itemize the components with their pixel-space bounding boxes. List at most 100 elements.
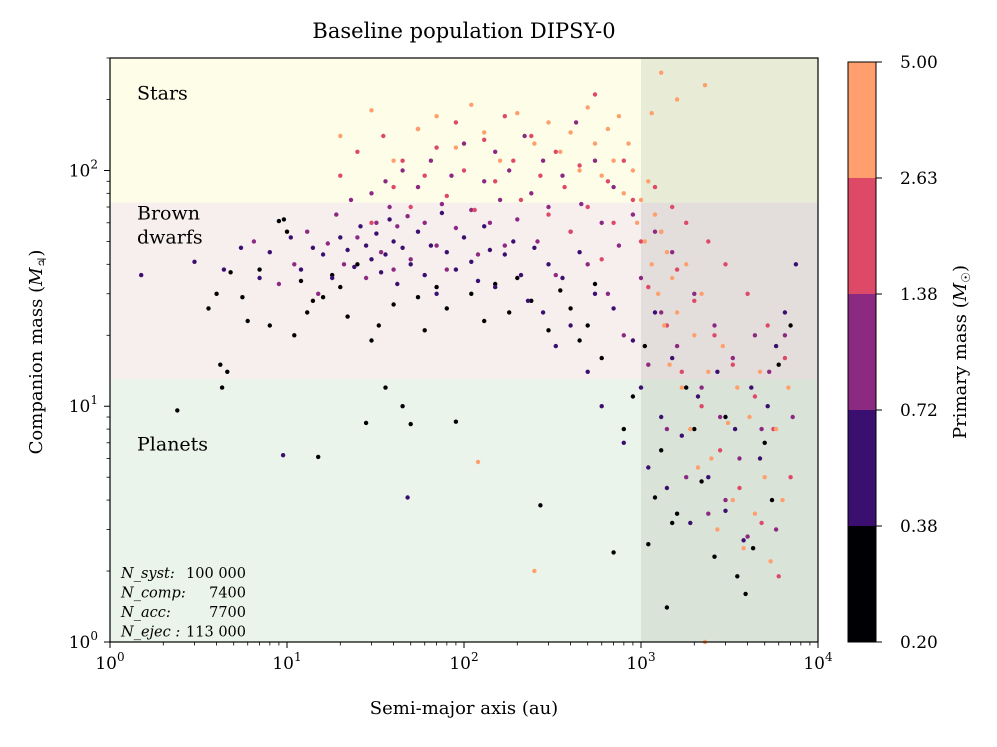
data-point: [391, 267, 396, 272]
data-point: [730, 355, 735, 361]
data-point: [757, 369, 763, 374]
data-point: [759, 426, 764, 432]
data-point: [553, 272, 558, 278]
data-point: [670, 275, 675, 281]
data-point: [649, 262, 654, 267]
data-point: [391, 184, 396, 190]
data-point: [391, 239, 396, 244]
data-point: [735, 574, 740, 579]
data-point: [592, 291, 598, 296]
data-point: [408, 204, 413, 210]
data-point: [695, 465, 701, 470]
data-point: [599, 355, 604, 361]
colorbar-segment: [848, 62, 876, 178]
data-point: [560, 173, 565, 178]
data-point: [558, 288, 563, 293]
data-point: [712, 323, 717, 328]
svg-text:Companion mass (M♃): Companion mass (M♃): [26, 250, 49, 455]
stat-value: 100 000: [186, 566, 246, 582]
data-point: [592, 141, 598, 146]
data-point: [638, 385, 644, 390]
data-point: [221, 267, 227, 272]
data-point: [487, 220, 493, 225]
data-point: [692, 426, 697, 432]
colorbar-tick-label: 1.38: [900, 285, 938, 305]
data-point: [788, 475, 793, 480]
data-point: [298, 278, 304, 284]
region-label: Brown: [137, 202, 200, 224]
data-point: [674, 267, 680, 272]
data-point: [444, 306, 449, 311]
data-point: [267, 250, 272, 255]
data-point: [611, 550, 616, 555]
data-point: [652, 310, 658, 315]
data-point: [674, 343, 680, 349]
data-point: [638, 239, 644, 244]
data-point: [434, 145, 439, 150]
data-point: [670, 355, 675, 361]
data-point: [316, 291, 321, 296]
data-point: [715, 527, 720, 532]
data-point: [381, 133, 386, 139]
data-point: [444, 193, 449, 199]
data-point: [599, 404, 604, 409]
data-point: [592, 158, 598, 163]
colorbar-segment: [848, 178, 876, 294]
y-tick-label: 100: [69, 629, 98, 653]
data-point: [345, 247, 350, 253]
data-point: [747, 414, 752, 420]
data-point: [461, 168, 467, 173]
data-point: [493, 149, 498, 154]
data-point: [630, 212, 636, 217]
data-point: [752, 394, 758, 399]
stat-label: N_comp:: [120, 586, 186, 602]
colorbar-tick-label: 0.38: [900, 517, 938, 537]
stat-label: N_ejec :: [120, 625, 180, 641]
data-point: [725, 420, 731, 426]
data-point: [310, 298, 316, 303]
data-point: [529, 191, 534, 196]
data-point: [670, 204, 675, 210]
data-point: [577, 163, 582, 168]
data-point: [522, 133, 527, 139]
data-point: [684, 475, 689, 480]
y-tick-label: 101: [69, 393, 98, 417]
data-point: [568, 323, 573, 328]
data-point: [310, 245, 316, 250]
data-point: [405, 495, 410, 500]
data-point: [276, 218, 282, 224]
data-point: [652, 212, 658, 217]
region-label: Planets: [137, 433, 208, 455]
data-point: [422, 328, 427, 333]
data-point: [706, 511, 711, 516]
data-point: [415, 184, 421, 190]
data-point: [661, 323, 667, 328]
data-point: [679, 369, 684, 374]
data-point: [408, 421, 413, 427]
colorbar-label: Primary mass (M☉): [950, 265, 973, 439]
data-point: [786, 385, 791, 390]
data-point: [238, 245, 244, 250]
data-point: [502, 114, 507, 119]
data-point: [616, 114, 622, 119]
data-point: [664, 250, 670, 255]
data-point: [369, 220, 374, 225]
data-point: [688, 426, 693, 432]
colorbar-tick-label: 0.20: [900, 633, 938, 653]
data-point: [759, 520, 764, 526]
data-point: [599, 257, 604, 262]
data-point: [284, 229, 290, 234]
data-point: [493, 284, 498, 290]
data-point: [611, 158, 616, 163]
data-point: [511, 158, 516, 163]
data-point: [667, 362, 672, 367]
data-point: [674, 310, 680, 315]
data-point: [497, 197, 503, 203]
data-point: [638, 197, 644, 203]
data-point: [363, 243, 369, 248]
data-point: [611, 220, 616, 225]
data-point: [345, 314, 350, 319]
data-point: [568, 306, 573, 311]
data-point: [749, 385, 754, 390]
data-point: [692, 291, 697, 296]
